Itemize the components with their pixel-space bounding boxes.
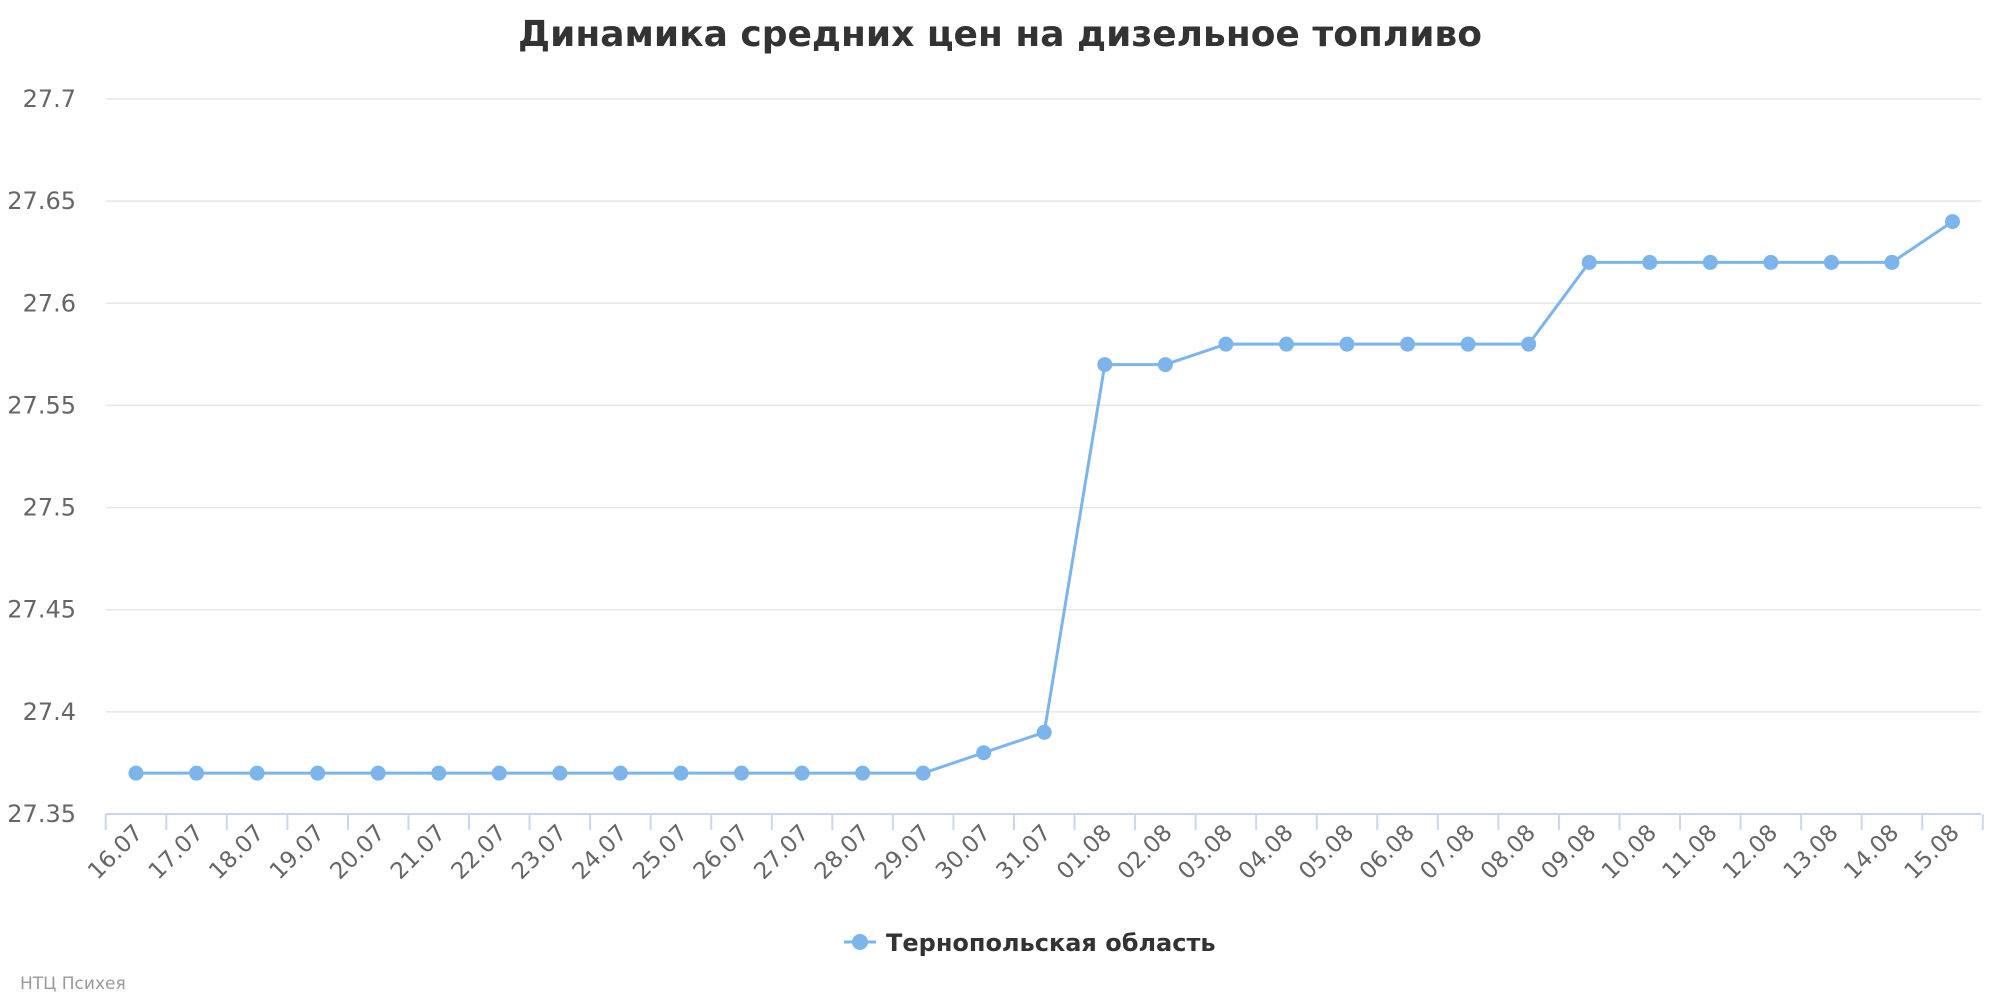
data-point[interactable] — [1642, 254, 1658, 270]
x-tick-label: 10.08 — [1597, 820, 1662, 885]
data-point[interactable] — [1400, 336, 1416, 352]
data-point[interactable] — [1763, 254, 1779, 270]
data-point[interactable] — [1945, 214, 1960, 230]
legend-marker-icon — [852, 934, 868, 950]
data-point[interactable] — [310, 765, 326, 781]
series-line — [136, 220, 1954, 775]
data-point[interactable] — [1581, 254, 1597, 270]
x-tick-label: 14.08 — [1839, 820, 1904, 885]
series-layer — [128, 214, 1960, 781]
x-tick-label: 07.08 — [1415, 820, 1480, 885]
x-tick-label: 13.08 — [1779, 820, 1844, 885]
x-tick-label: 01.08 — [1052, 820, 1117, 885]
legend-label[interactable]: Тернопольская область — [886, 929, 1216, 957]
data-point[interactable] — [794, 765, 810, 781]
x-tick-label: 17.07 — [144, 820, 209, 885]
x-tick-label: 23.07 — [507, 820, 572, 885]
data-point[interactable] — [673, 765, 689, 781]
x-tick-label: 21.07 — [386, 820, 451, 885]
legend[interactable]: Тернопольская область — [844, 929, 1216, 957]
x-tick-label: 19.07 — [265, 820, 330, 885]
data-point[interactable] — [915, 765, 931, 781]
data-point[interactable] — [1218, 336, 1234, 352]
x-axis: 16.0717.0718.0719.0720.0721.0722.0723.07… — [83, 813, 1984, 885]
y-tick-label: 27.4 — [23, 698, 76, 726]
x-tick-label: 12.08 — [1718, 820, 1783, 885]
y-tick-label: 27.55 — [7, 391, 76, 419]
y-tick-label: 27.45 — [7, 596, 76, 624]
data-point[interactable] — [128, 765, 144, 781]
grid — [106, 98, 1981, 713]
data-point[interactable] — [1036, 724, 1052, 740]
x-tick-label: 20.07 — [325, 820, 390, 885]
x-tick-label: 05.08 — [1294, 820, 1359, 885]
x-tick-label: 29.07 — [870, 820, 935, 885]
x-tick-label: 18.07 — [204, 820, 269, 885]
data-point[interactable] — [249, 765, 265, 781]
x-tick-label: 22.07 — [447, 820, 512, 885]
data-point[interactable] — [1460, 336, 1476, 352]
credit-text[interactable]: НТЦ Психея — [20, 974, 126, 994]
data-point[interactable] — [1521, 336, 1537, 352]
x-tick-label: 03.08 — [1173, 820, 1238, 885]
chart-title: Динамика средних цен на дизельное топлив… — [518, 14, 1482, 55]
y-axis-ticks: 27.35 27.4 27.45 27.5 27.55 27.6 27.65 27.7 — [7, 85, 76, 828]
x-tick-label: 28.07 — [810, 820, 875, 885]
data-point[interactable] — [1278, 336, 1294, 352]
y-tick-label: 27.35 — [7, 800, 76, 828]
x-tick-label: 26.07 — [689, 820, 754, 885]
data-point[interactable] — [552, 765, 568, 781]
data-point[interactable] — [1157, 357, 1173, 373]
x-tick-label: 25.07 — [628, 820, 693, 885]
x-tick-label: 11.08 — [1658, 820, 1723, 885]
x-tick-label: 06.08 — [1355, 820, 1420, 885]
data-point[interactable] — [976, 745, 992, 761]
data-point[interactable] — [1097, 357, 1113, 373]
y-tick-label: 27.7 — [23, 85, 76, 113]
data-point[interactable] — [370, 765, 386, 781]
y-tick-label: 27.6 — [23, 289, 76, 317]
x-tick-label: 24.07 — [568, 820, 633, 885]
x-tick-label: 16.07 — [83, 820, 148, 885]
data-point[interactable] — [612, 765, 628, 781]
x-tick-label: 15.08 — [1900, 820, 1965, 885]
x-tick-label: 09.08 — [1536, 820, 1601, 885]
x-tick-label: 31.07 — [992, 820, 1057, 885]
data-point[interactable] — [1884, 254, 1900, 270]
data-point[interactable] — [491, 765, 507, 781]
y-tick-label: 27.65 — [7, 187, 76, 215]
data-point[interactable] — [1339, 336, 1355, 352]
x-tick-label: 08.08 — [1476, 820, 1541, 885]
x-tick-label: 27.07 — [749, 820, 814, 885]
data-point[interactable] — [431, 765, 447, 781]
data-point[interactable] — [734, 765, 749, 781]
x-tick-label: 30.07 — [931, 820, 996, 885]
data-point[interactable] — [855, 765, 871, 781]
data-point[interactable] — [1823, 254, 1839, 270]
x-tick-label: 02.08 — [1113, 820, 1178, 885]
data-point[interactable] — [189, 765, 205, 781]
data-point[interactable] — [1702, 254, 1718, 270]
y-tick-label: 27.5 — [23, 494, 76, 522]
x-tick-label: 04.08 — [1234, 820, 1299, 885]
